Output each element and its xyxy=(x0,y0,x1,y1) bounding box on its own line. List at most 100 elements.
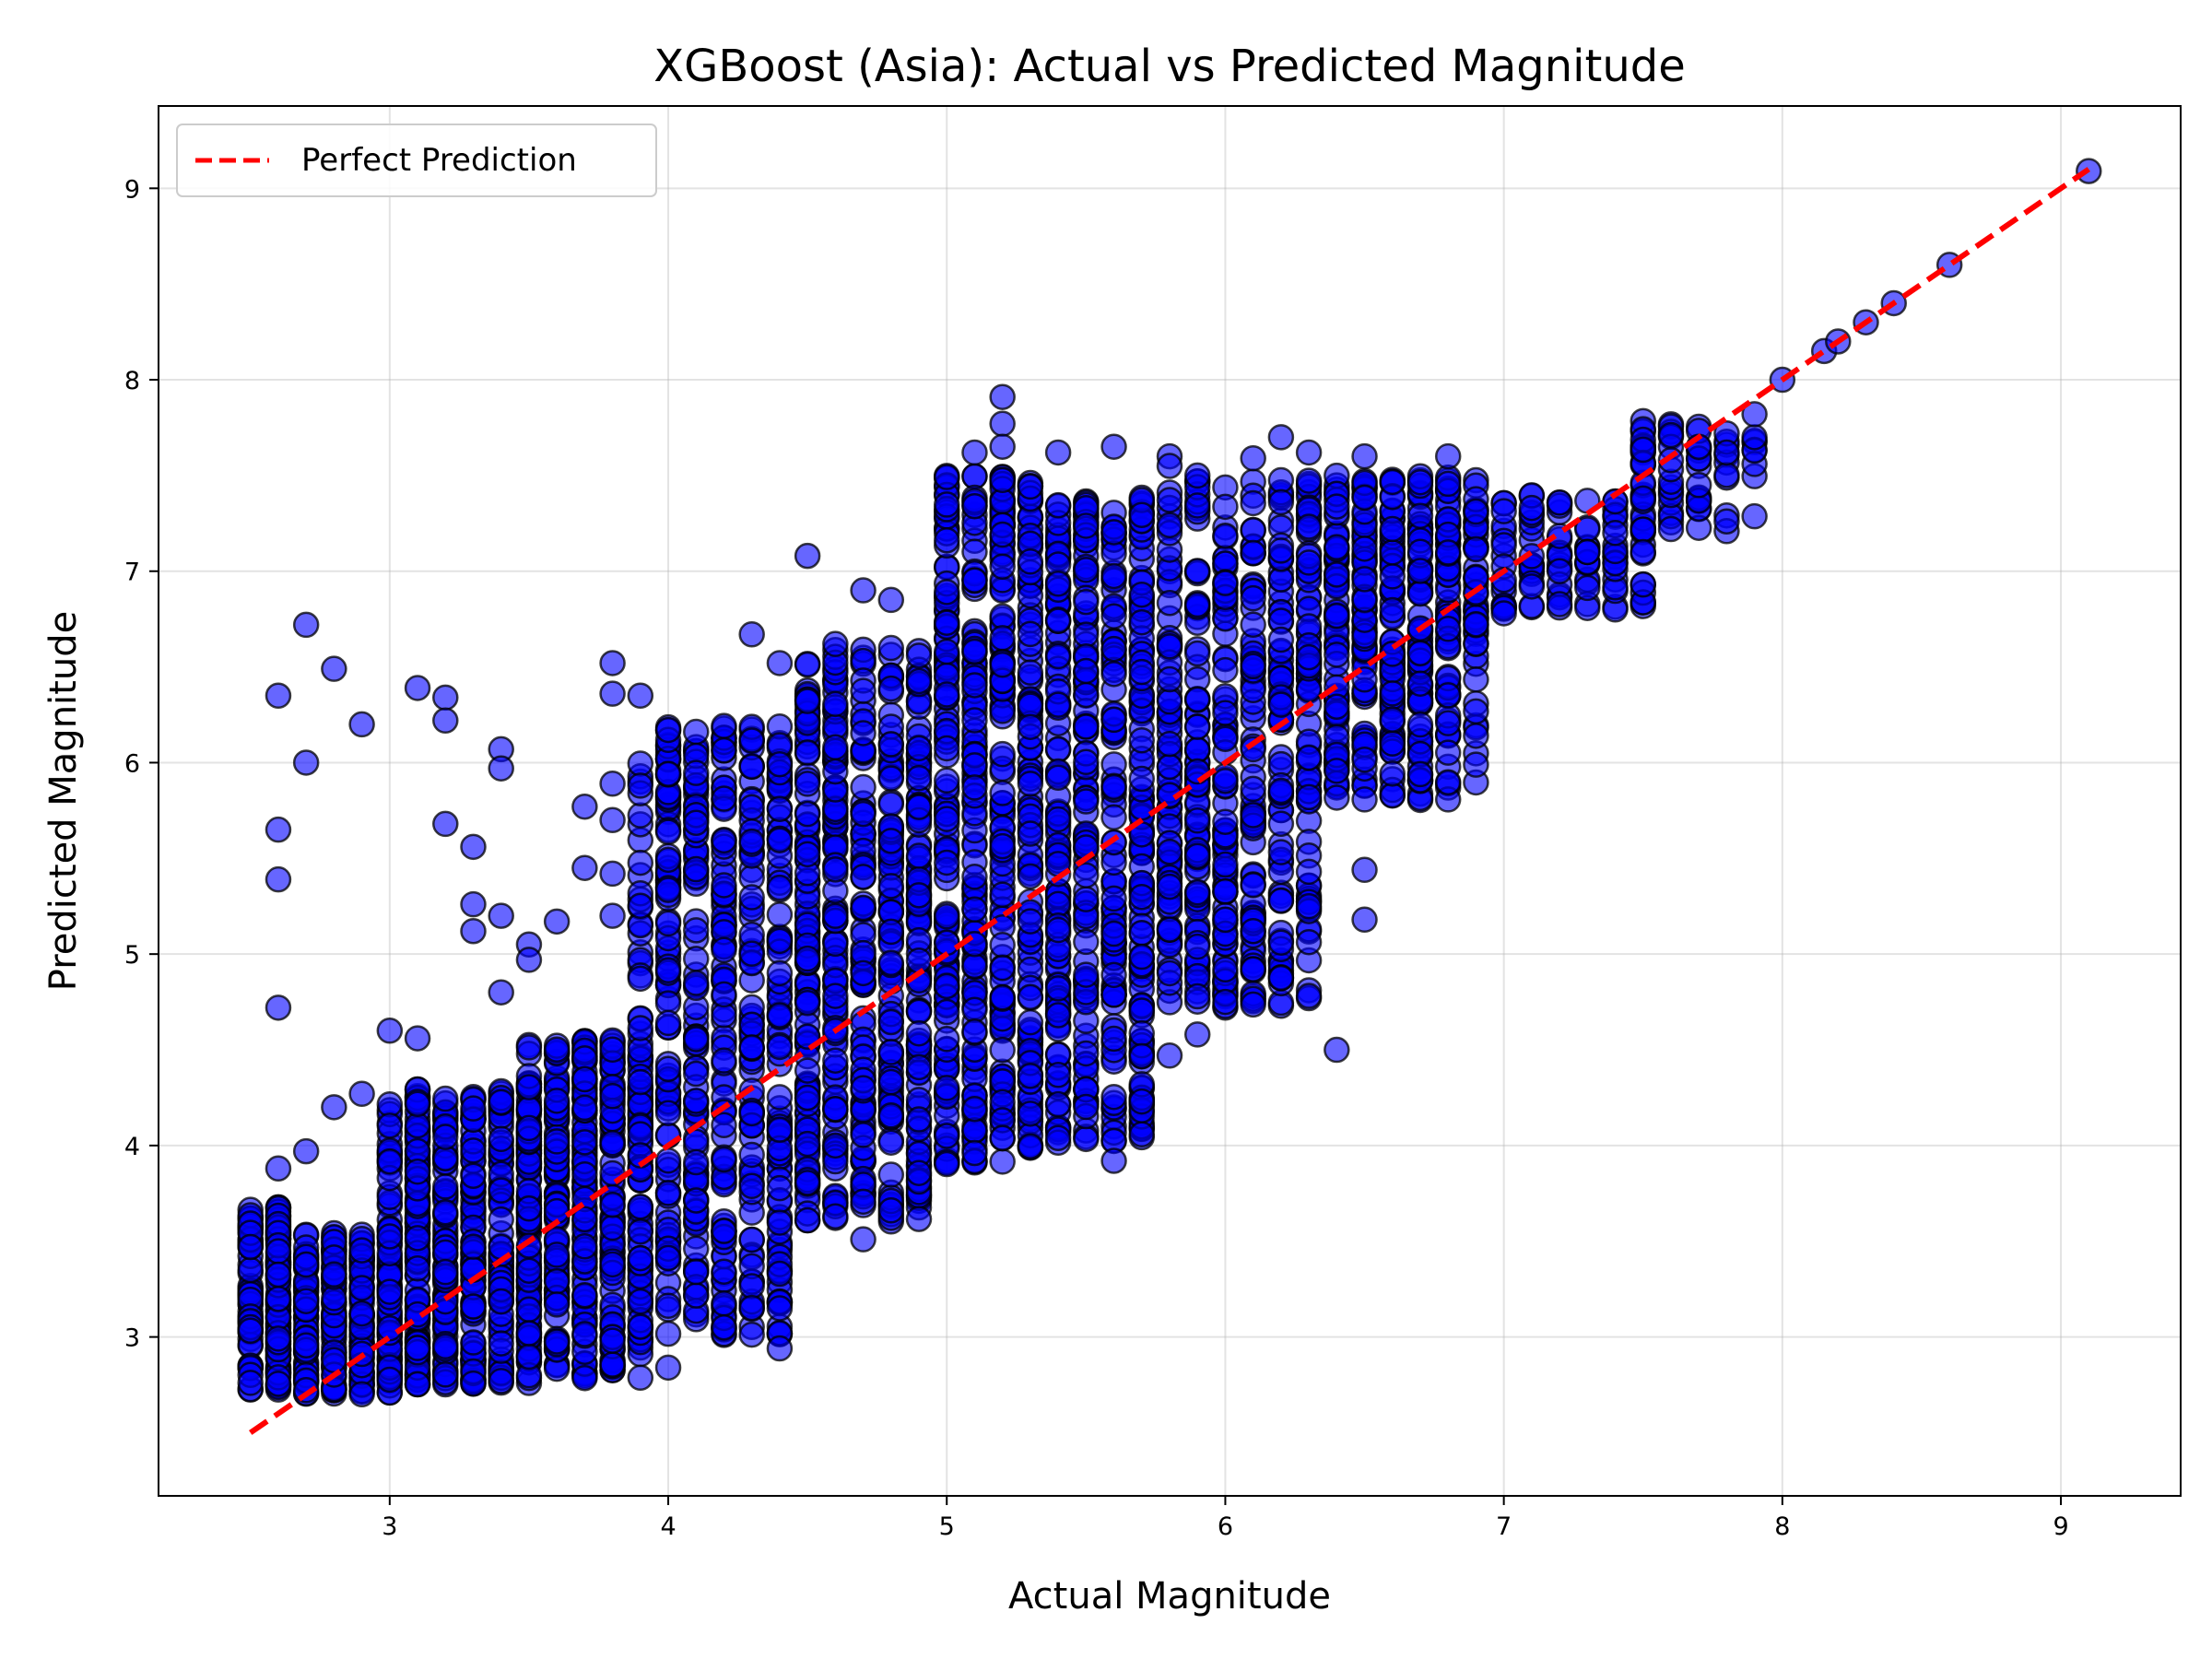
data-point xyxy=(488,1206,514,1233)
data-point xyxy=(877,765,905,792)
data-point xyxy=(627,1364,654,1392)
data-point xyxy=(376,1366,404,1394)
data-point xyxy=(515,1074,543,1100)
data-point xyxy=(794,990,821,1017)
data-point xyxy=(1713,439,1740,466)
data-point xyxy=(265,816,292,843)
data-point xyxy=(265,994,292,1021)
data-point xyxy=(1128,919,1156,947)
data-point xyxy=(822,734,849,761)
data-point xyxy=(933,849,960,877)
data-point xyxy=(488,1330,514,1357)
data-point xyxy=(822,930,849,958)
data-point xyxy=(599,1327,626,1354)
data-point xyxy=(905,764,933,792)
data-point xyxy=(1017,582,1044,609)
data-point xyxy=(1240,611,1266,639)
data-point xyxy=(599,806,626,834)
data-point xyxy=(321,1261,347,1288)
data-point xyxy=(292,1332,320,1359)
data-point xyxy=(794,710,821,736)
data-point xyxy=(432,1085,459,1112)
data-point xyxy=(376,1018,404,1044)
data-point xyxy=(683,1235,710,1263)
data-point xyxy=(933,491,960,518)
data-point xyxy=(1156,873,1183,900)
data-point xyxy=(654,1055,682,1082)
data-point xyxy=(738,1226,765,1253)
data-point xyxy=(599,860,626,888)
data-point xyxy=(571,1129,598,1156)
data-point xyxy=(1017,1100,1044,1127)
data-point xyxy=(432,1198,459,1226)
data-point xyxy=(654,877,682,903)
data-point xyxy=(627,1193,654,1220)
data-point xyxy=(1044,735,1072,763)
data-point xyxy=(1406,711,1434,738)
data-point xyxy=(515,1257,543,1284)
data-point xyxy=(822,690,849,718)
data-point xyxy=(933,735,960,762)
data-point xyxy=(766,750,794,778)
data-point xyxy=(1128,1088,1156,1115)
data-point xyxy=(432,684,459,712)
data-point xyxy=(404,1254,431,1282)
data-point xyxy=(1100,603,1127,629)
data-point xyxy=(989,410,1016,438)
data-point xyxy=(794,771,821,797)
data-point xyxy=(738,1294,765,1322)
data-point xyxy=(989,651,1016,678)
data-point xyxy=(1073,1040,1100,1067)
data-point xyxy=(1156,730,1183,758)
data-point xyxy=(1073,588,1100,616)
data-point xyxy=(627,682,654,710)
data-point xyxy=(1212,851,1239,878)
data-point xyxy=(711,1218,737,1244)
data-point xyxy=(292,1288,320,1314)
data-point xyxy=(1100,562,1127,590)
data-point xyxy=(1128,997,1156,1024)
data-point xyxy=(766,1174,794,1202)
data-point xyxy=(1685,472,1712,499)
data-point xyxy=(654,1354,682,1382)
data-point xyxy=(933,579,960,606)
data-point xyxy=(794,1084,821,1112)
data-point xyxy=(265,865,292,893)
data-point xyxy=(683,718,710,746)
data-point xyxy=(738,1034,765,1061)
data-point xyxy=(1073,1125,1100,1153)
data-point xyxy=(794,651,821,678)
data-point xyxy=(654,910,682,937)
data-point xyxy=(794,841,821,868)
data-point xyxy=(850,577,877,604)
data-point xyxy=(877,1161,905,1188)
data-point xyxy=(1128,1019,1156,1047)
data-point xyxy=(905,947,933,974)
data-point xyxy=(822,1047,849,1074)
data-point xyxy=(627,1015,654,1041)
data-point xyxy=(1100,433,1127,460)
data-point xyxy=(1183,492,1211,519)
data-point xyxy=(1463,751,1489,778)
data-point xyxy=(877,1039,905,1065)
data-point xyxy=(599,771,626,797)
x-tick-label: 3 xyxy=(382,1512,397,1541)
data-point xyxy=(1073,862,1100,888)
data-point xyxy=(599,1214,626,1241)
data-point xyxy=(1295,783,1323,811)
x-tick-label: 5 xyxy=(939,1512,955,1541)
data-point xyxy=(432,810,459,838)
data-point xyxy=(766,1209,794,1236)
data-point xyxy=(432,1173,459,1200)
data-point xyxy=(321,1094,347,1121)
data-point xyxy=(1073,928,1100,956)
data-point xyxy=(404,675,431,701)
data-point xyxy=(738,940,765,967)
data-point xyxy=(1073,961,1100,988)
data-point xyxy=(1518,494,1546,522)
data-point xyxy=(1240,539,1266,567)
data-point xyxy=(1267,488,1295,516)
data-point xyxy=(488,979,514,1006)
data-point xyxy=(738,1141,765,1169)
data-point xyxy=(627,1036,654,1064)
